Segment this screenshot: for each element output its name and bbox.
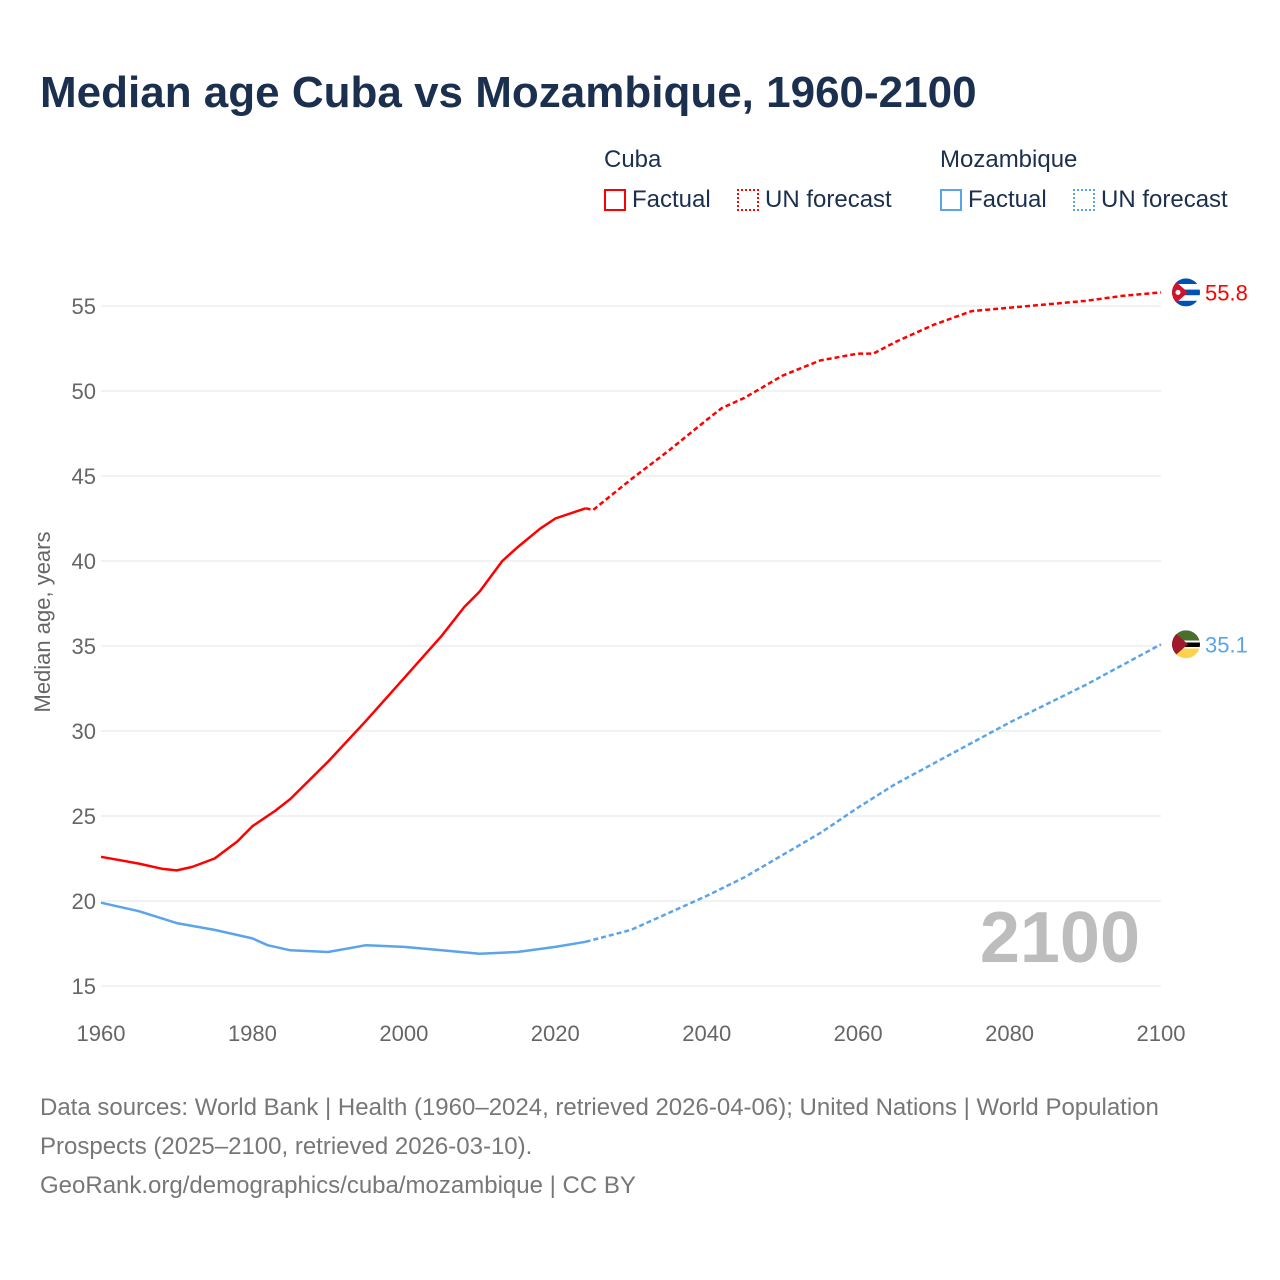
x-tick-label: 2020 <box>531 1021 580 1046</box>
flag-stripe <box>1172 640 1200 643</box>
legend-swatch <box>604 189 626 211</box>
y-tick-label: 25 <box>72 804 96 829</box>
source-link[interactable]: GeoRank.org/demographics/cuba/mozambique… <box>40 1172 636 1199</box>
x-tick-label: 1960 <box>77 1021 126 1046</box>
x-tick-label: 2040 <box>682 1021 731 1046</box>
legend-swatch <box>1073 189 1095 211</box>
flag-stripe <box>1172 647 1200 650</box>
mozambique-factual-line <box>100 901 586 955</box>
y-tick-label: 30 <box>72 719 96 744</box>
cuba-factual-line <box>100 507 586 872</box>
flag-body <box>1172 278 1200 307</box>
mozambique-end-label: 35.1 <box>1205 632 1248 657</box>
x-tick-label: 2060 <box>834 1021 883 1046</box>
legend-label: Factual <box>632 186 711 213</box>
y-tick-label: 55 <box>72 294 96 319</box>
chart-title: Median age Cuba vs Mozambique, 1960-2100 <box>40 68 977 117</box>
y-tick-label: 15 <box>72 974 96 999</box>
legend-label: UN forecast <box>765 186 892 213</box>
legend-group-mozambique: Mozambique <box>940 146 1078 173</box>
x-tick-label: 2080 <box>985 1021 1034 1046</box>
legend-group-cuba: Cuba <box>604 146 662 173</box>
x-tick-label: 1980 <box>228 1021 277 1046</box>
flag-stripe <box>1172 648 1200 659</box>
y-tick-label: 45 <box>72 464 96 489</box>
flag-stripe <box>1172 278 1200 284</box>
flag-stripe <box>1172 300 1200 307</box>
legend-cuba-forecast[interactable]: UN forecast <box>737 186 892 214</box>
flag-star <box>1175 289 1181 295</box>
y-tick-label: 35 <box>72 634 96 659</box>
legend-swatch <box>940 189 962 211</box>
legend-cuba-factual[interactable]: Factual <box>604 186 711 214</box>
footer: Data sources: World Bank | Health (1960–… <box>40 1088 1220 1205</box>
line-chart: 15 20 25 30 35 40 45 50 55 1960 1980 2000 2020 2040 20… <box>30 278 1248 1046</box>
cuba-flag <box>1172 278 1200 307</box>
legend-mozambique-forecast[interactable]: UN forecast <box>1073 186 1228 214</box>
x-tick-label: 2000 <box>379 1021 428 1046</box>
legend-swatch <box>737 189 759 211</box>
legend-label: UN forecast <box>1101 186 1228 213</box>
y-tick-label: 50 <box>72 379 96 404</box>
y-tick-label: 20 <box>72 889 96 914</box>
y-tick-label: 40 <box>72 549 96 574</box>
year-watermark: 2100 <box>980 898 1140 978</box>
mozambique-flag <box>1172 630 1200 659</box>
cuba-end-label: 55.8 <box>1205 280 1248 305</box>
flag-triangle <box>1172 630 1188 659</box>
legend-label: Factual <box>968 186 1047 213</box>
legend-mozambique-factual[interactable]: Factual <box>940 186 1047 214</box>
x-tick-label: 2100 <box>1137 1021 1186 1046</box>
data-sources: Data sources: World Bank | Health (1960–… <box>40 1094 1159 1160</box>
flag-body <box>1172 630 1200 659</box>
y-axis-label: Median age, years <box>30 532 55 713</box>
flag-stripe <box>1172 630 1200 642</box>
cuba-forecast-line <box>585 291 1162 512</box>
